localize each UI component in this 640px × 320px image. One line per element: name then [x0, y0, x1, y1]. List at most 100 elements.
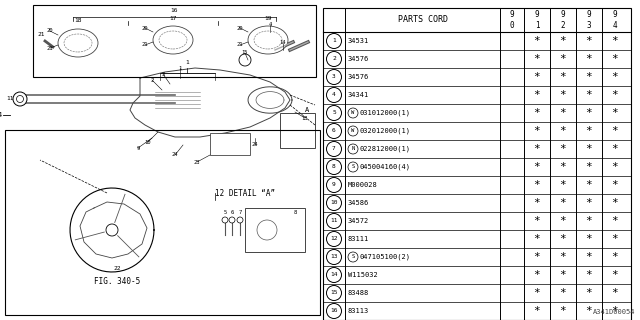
Text: 6: 6 [230, 210, 234, 214]
Text: 83113: 83113 [348, 308, 369, 314]
Text: 9
3: 9 3 [587, 10, 591, 30]
Text: S: S [351, 164, 355, 170]
Text: 34531: 34531 [348, 38, 369, 44]
Text: *: * [586, 270, 593, 280]
Text: 7: 7 [238, 210, 242, 214]
Text: S: S [351, 254, 355, 260]
Text: 22: 22 [113, 267, 121, 271]
Bar [5, 130, 320, 315]
Text: 20: 20 [237, 26, 243, 30]
Text: *: * [534, 144, 540, 154]
Circle shape [106, 224, 118, 236]
Text: *: * [559, 126, 566, 136]
Text: 9
4: 9 4 [612, 10, 618, 30]
Text: 16: 16 [330, 308, 338, 314]
Text: *: * [559, 72, 566, 82]
Text: 23: 23 [194, 159, 200, 164]
Text: 24: 24 [252, 142, 259, 148]
Text: 83111: 83111 [348, 236, 369, 242]
Text: *: * [534, 108, 540, 118]
Text: *: * [534, 216, 540, 226]
Text: *: * [612, 90, 618, 100]
Text: N: N [351, 147, 355, 151]
Text: *: * [586, 306, 593, 316]
Text: 15: 15 [242, 51, 248, 55]
Text: 9: 9 [332, 182, 336, 188]
Text: *: * [612, 144, 618, 154]
Text: 9
0: 9 0 [509, 10, 515, 30]
Text: 13: 13 [301, 116, 308, 121]
Text: 6: 6 [332, 129, 336, 133]
Text: *: * [534, 54, 540, 64]
Text: *: * [612, 252, 618, 262]
Text: 18: 18 [74, 19, 82, 23]
Text: 4: 4 [332, 92, 336, 98]
Text: 5: 5 [332, 110, 336, 116]
Text: *: * [612, 216, 618, 226]
Text: *: * [586, 72, 593, 82]
Text: *: * [559, 108, 566, 118]
Text: 2: 2 [332, 57, 336, 61]
Text: W: W [351, 110, 355, 116]
Text: 1: 1 [179, 66, 182, 70]
Text: *: * [586, 162, 593, 172]
Text: *: * [534, 180, 540, 190]
Text: *: * [534, 234, 540, 244]
Text: *: * [559, 144, 566, 154]
Text: 2: 2 [150, 77, 154, 83]
Ellipse shape [58, 29, 98, 57]
Text: 12: 12 [330, 236, 338, 242]
Text: *: * [612, 36, 618, 46]
Text: *: * [612, 288, 618, 298]
Text: 11: 11 [330, 219, 338, 223]
Text: 34572: 34572 [348, 218, 369, 224]
Text: 047105100(2): 047105100(2) [359, 254, 410, 260]
Circle shape [222, 217, 228, 223]
Text: 1: 1 [332, 38, 336, 44]
Text: *: * [534, 90, 540, 100]
Text: *: * [586, 126, 593, 136]
Text: *: * [612, 270, 618, 280]
Text: 24: 24 [172, 153, 179, 157]
Text: *: * [559, 36, 566, 46]
Text: 34576: 34576 [348, 74, 369, 80]
Text: 045004160(4): 045004160(4) [359, 164, 410, 170]
Text: 3: 3 [161, 71, 164, 76]
Text: *: * [612, 54, 618, 64]
Text: 9: 9 [136, 146, 140, 150]
Text: 34341: 34341 [348, 92, 369, 98]
Text: 9
2: 9 2 [561, 10, 565, 30]
Text: PARTS CORD: PARTS CORD [397, 15, 447, 25]
Text: *: * [559, 216, 566, 226]
Text: 17: 17 [169, 15, 177, 20]
Text: 1: 1 [185, 60, 189, 65]
Text: 8: 8 [332, 164, 336, 170]
Ellipse shape [153, 26, 193, 54]
Text: 5: 5 [223, 210, 227, 214]
Text: 20: 20 [141, 26, 148, 30]
Text: *: * [559, 180, 566, 190]
Circle shape [239, 54, 251, 66]
Text: *: * [612, 234, 618, 244]
Text: *: * [586, 36, 593, 46]
Text: 3: 3 [332, 75, 336, 79]
Text: W115032: W115032 [348, 272, 378, 278]
Text: *: * [586, 252, 593, 262]
Text: *: * [586, 234, 593, 244]
Text: *: * [559, 306, 566, 316]
Text: 21: 21 [37, 33, 45, 37]
Text: M000028: M000028 [348, 182, 378, 188]
Text: *: * [559, 198, 566, 208]
Text: 16: 16 [171, 9, 179, 13]
Text: FIG. 340-5: FIG. 340-5 [94, 277, 140, 286]
Text: *: * [559, 162, 566, 172]
Bar [210, 133, 250, 155]
Text: *: * [612, 198, 618, 208]
Text: *: * [534, 270, 540, 280]
Text: *: * [612, 180, 618, 190]
Text: 4: 4 [0, 112, 2, 118]
Text: *: * [612, 72, 618, 82]
Text: *: * [534, 198, 540, 208]
Text: 12 DETAIL “A”: 12 DETAIL “A” [215, 188, 275, 197]
Text: 19: 19 [264, 15, 272, 20]
